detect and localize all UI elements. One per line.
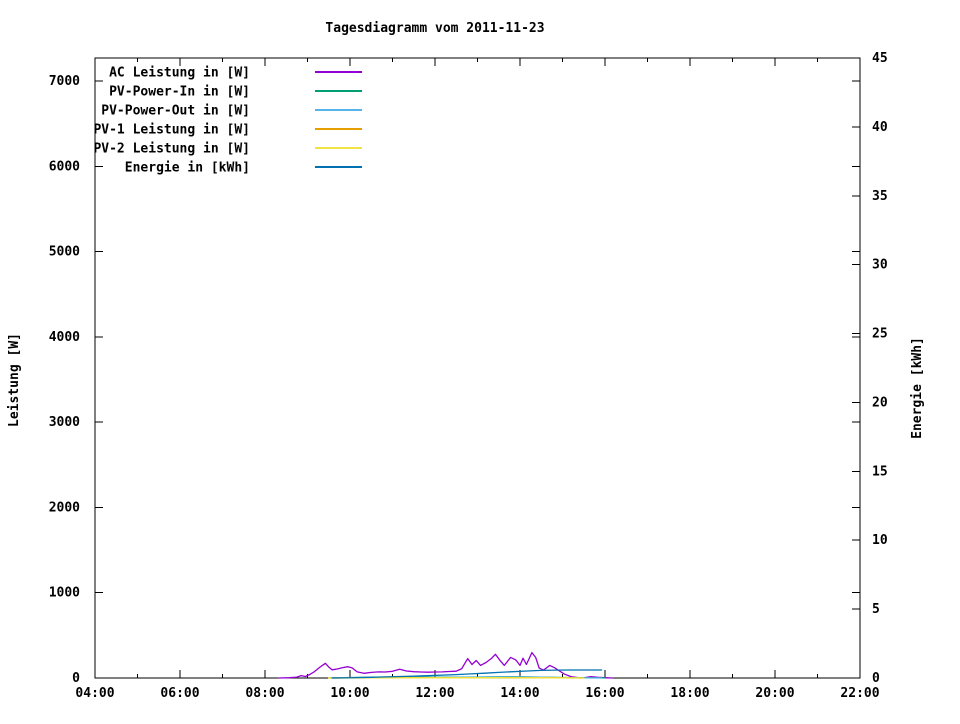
legend-item-label: PV-2 Leistung in [W]	[93, 142, 250, 157]
x-tick-label: 16:00	[585, 686, 624, 701]
y-left-tick-label: 1000	[49, 586, 80, 601]
x-tick-label: 18:00	[670, 686, 709, 701]
y-left-tick-label: 0	[72, 671, 80, 686]
x-tick-label: 20:00	[755, 686, 794, 701]
y-right-tick-label: 0	[872, 671, 880, 686]
y-right-tick-label: 35	[872, 189, 888, 204]
x-tick-label: 22:00	[840, 686, 879, 701]
x-tick-label: 06:00	[160, 686, 199, 701]
y-left-tick-label: 4000	[49, 330, 80, 345]
legend-item-label: PV-Power-Out in [W]	[101, 104, 250, 119]
x-tick-label: 08:00	[245, 686, 284, 701]
chart-title: Tagesdiagramm vom 2011-11-23	[325, 21, 544, 36]
legend-item-label: PV-1 Leistung in [W]	[93, 123, 250, 138]
legend-item-label: PV-Power-In in [W]	[109, 85, 250, 100]
y-right-tick-label: 25	[872, 327, 888, 342]
y-left-tick-label: 3000	[49, 415, 80, 430]
chart-legend: AC Leistung in [W] PV-Power-In in [W] PV-P…	[93, 66, 362, 176]
y-right-axis-label: Energie [kWh]	[910, 337, 925, 439]
legend-item-label: AC Leistung in [W]	[109, 66, 250, 81]
y-right-tick-label: 15	[872, 464, 888, 479]
y-right-tick-label: 45	[872, 51, 888, 66]
y-left-tick-label: 7000	[49, 74, 80, 89]
x-tick-label: 10:00	[330, 686, 369, 701]
x-tick-label: 14:00	[500, 686, 539, 701]
y-left-axis-label: Leistung [W]	[7, 333, 22, 427]
y-right-tick-label: 5	[872, 602, 880, 617]
y-left-tick-label: 5000	[49, 245, 80, 260]
y-right-tick-label: 40	[872, 120, 888, 135]
x-tick-label: 12:00	[415, 686, 454, 701]
y-left-tick-label: 2000	[49, 500, 80, 515]
x-tick-label: 04:00	[75, 686, 114, 701]
y-right-tick-label: 20	[872, 395, 888, 410]
y-left-tick-label: 6000	[49, 159, 80, 174]
y-right-tick-label: 30	[872, 258, 888, 273]
y-right-tick-label: 10	[872, 533, 888, 548]
legend-item-label: Energie in [kWh]	[125, 161, 250, 176]
